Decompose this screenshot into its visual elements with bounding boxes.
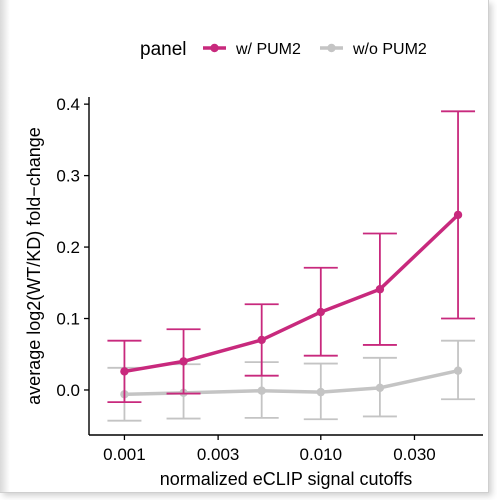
y-ticks: 0.0 0.1 0.2 0.3 0.4 <box>56 95 89 400</box>
legend-key-point <box>327 43 336 53</box>
x-ticks: 0.001 0.003 0.010 0.030 <box>103 435 436 464</box>
y-tick-label: 0.1 <box>56 310 80 329</box>
data-point <box>316 387 325 397</box>
y-tick-label: 0.4 <box>56 95 80 114</box>
x-tick-label: 0.003 <box>197 445 240 464</box>
y-axis-label: average log2(WT/KD) fold−change <box>24 127 44 405</box>
legend-item: w/ PUM2 <box>203 41 301 58</box>
series-w-o-pum2 <box>107 339 476 422</box>
data-point <box>375 285 385 294</box>
data-point <box>375 383 385 393</box>
series-w-pum2 <box>107 110 476 404</box>
series-line <box>124 368 459 397</box>
plot-area <box>107 110 476 422</box>
data-point <box>257 335 266 345</box>
axes: 0.0 0.1 0.2 0.3 0.4 0.001 0.003 0.010 0.030 <box>56 95 483 464</box>
legend-label: w/ PUM2 <box>235 41 301 58</box>
series-line <box>124 213 460 374</box>
legend: panel w/ PUM2 w/o PUM2 <box>140 39 427 60</box>
panel-edge <box>0 0 10 492</box>
x-tick-label: 0.010 <box>300 445 343 464</box>
data-point <box>453 210 463 220</box>
data-point <box>120 367 129 376</box>
x-axis-label: normalized eCLIP signal cutoffs <box>160 469 412 489</box>
data-point <box>179 357 188 366</box>
data-point <box>453 366 463 375</box>
legend-key-point <box>210 43 219 53</box>
y-tick-label: 0.0 <box>56 381 80 400</box>
x-tick-label: 0.001 <box>103 445 146 464</box>
y-tick-label: 0.2 <box>56 238 80 257</box>
chart-panel <box>0 0 489 493</box>
legend-item: w/o PUM2 <box>320 41 427 58</box>
data-point <box>316 307 325 317</box>
legend-label: w/o PUM2 <box>352 41 427 58</box>
data-point <box>257 386 266 395</box>
legend-title: panel <box>140 39 187 60</box>
x-tick-label: 0.030 <box>393 445 436 464</box>
legend-items: w/ PUM2 w/o PUM2 <box>203 41 427 58</box>
y-tick-label: 0.3 <box>56 167 80 186</box>
